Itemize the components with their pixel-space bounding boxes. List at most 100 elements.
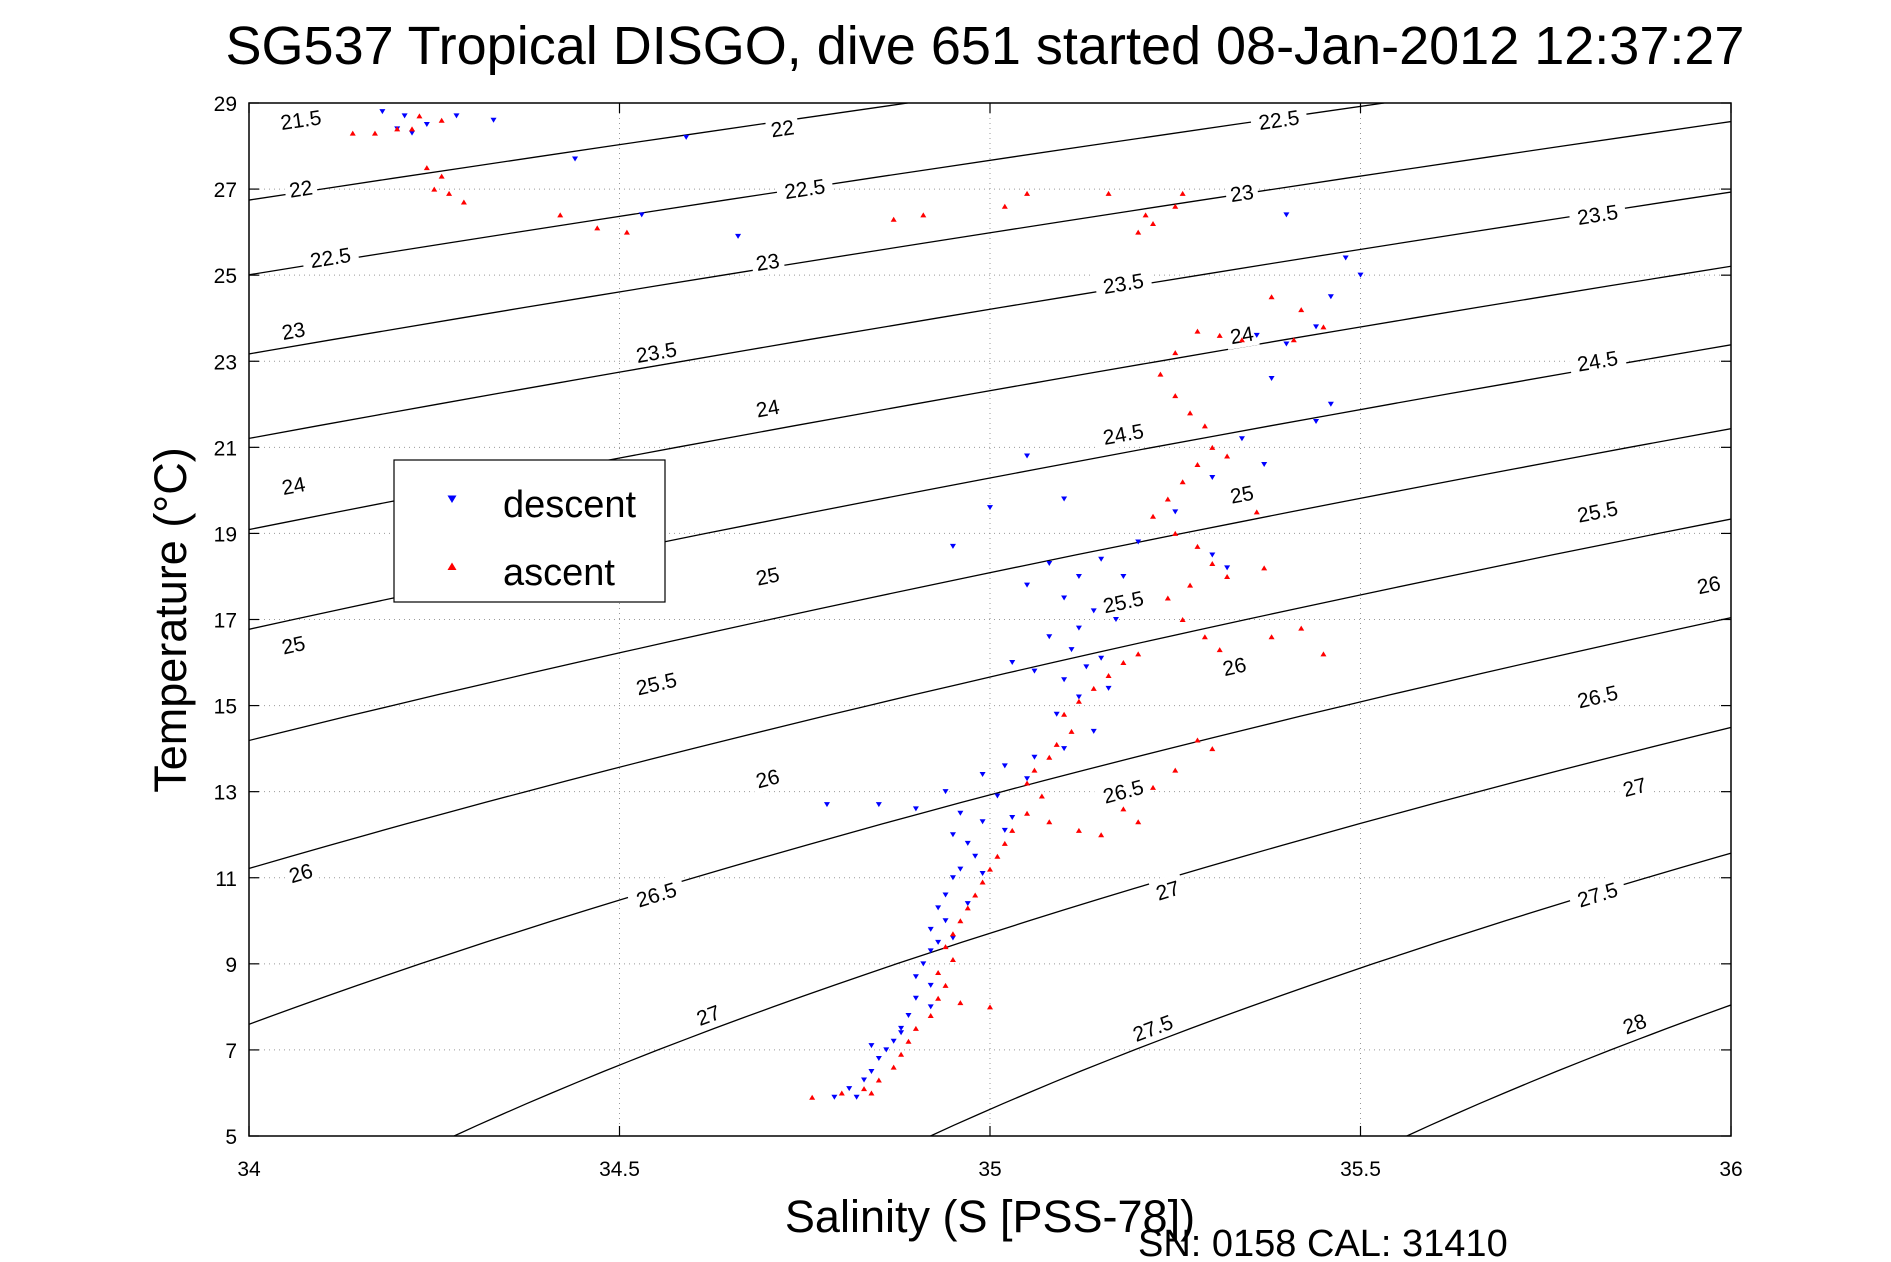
ascent-point [1046,819,1053,825]
ascent-point [1194,462,1201,468]
y-tick-label: 11 [215,868,237,891]
ascent-point [371,130,378,136]
descent-point [1209,474,1216,480]
ascent-point [1194,328,1201,334]
contour-label: 27.5 [1121,1005,1184,1050]
descent-point [1283,212,1290,218]
isopycnal-line [930,852,1731,1136]
contour-label-bg [1567,342,1628,378]
chart-title: SG537 Tropical DISGO, dive 651 started 0… [226,16,1745,76]
contour-label: 26 [281,855,320,890]
descent-point [861,1077,868,1083]
ascent-point [1038,793,1045,799]
isopycnal-line [249,191,1731,440]
ascent-point [409,126,416,132]
descent-point [920,961,927,967]
descent-point [957,810,964,816]
descent-point [1283,341,1290,347]
ascent-point [898,1051,905,1057]
descent-point [823,802,830,808]
contour-label-bg [748,761,787,795]
descent-point [1075,573,1082,579]
descent-point [949,832,956,838]
ascent-point [1187,582,1194,588]
descent-point [853,1094,860,1100]
ascent-point [1209,746,1216,752]
descent-point [1327,294,1334,300]
descent-point [490,117,497,123]
contour-label-text: 25 [280,632,308,660]
ascent-point [1105,672,1112,678]
ascent-point [1046,754,1053,760]
descent-point [1105,685,1112,691]
contour-label-bg [1093,582,1154,620]
contour-label-bg [282,172,319,204]
ascent-point [987,1004,993,1010]
ascent-point [1201,423,1208,429]
contour-label-bg [688,996,728,1033]
ascent-point [1075,698,1082,704]
descent-point [1001,827,1008,833]
contour-label-bg [1121,1005,1184,1050]
descent-point [846,1086,853,1092]
descent-point [423,122,430,128]
descent-point [890,1038,897,1044]
ascent-point [949,931,956,937]
descent-point [979,870,986,876]
descent-point [1009,814,1016,820]
ascent-point [1061,711,1068,717]
ascent-point [838,1090,845,1096]
contour-label-text: 25 [1228,482,1255,509]
ascent-point [957,918,964,924]
descent-point [949,935,956,941]
ascent-point [1024,810,1031,816]
contour-label-bg [1215,649,1253,683]
contour-label-text: 23 [754,250,781,276]
contour-label-bg [1092,771,1154,811]
ascent-point [935,995,942,1001]
descent-point [1024,582,1031,588]
descent-point [1068,647,1075,653]
contour-label-bg [1690,568,1727,601]
contour-label-bg [1566,873,1628,915]
descent-point [942,789,949,795]
contour-label-text: 26 [1695,572,1723,599]
legend-ascent-marker [447,562,457,570]
y-tick-label: 9 [225,954,237,977]
ascent-point [1098,832,1105,838]
ascent-point [1201,634,1208,640]
contour-label-text: 22 [769,116,795,142]
contour-label-bg [625,873,687,915]
descent-point [1053,711,1060,717]
descent-point [453,113,460,119]
descent-point [1009,660,1016,666]
descent-point [1357,272,1364,278]
descent-point [905,1012,912,1018]
contour-label-bg [1223,477,1260,510]
ascent-point [1216,332,1223,338]
descent-point [1061,746,1068,752]
ascent-point [1150,513,1157,519]
contour-label: 25 [749,559,786,592]
contour-label-text: 22 [288,176,315,202]
ascent-point [1120,806,1127,812]
y-tick-label: 15 [214,696,237,719]
isopycnal-line [249,265,1731,531]
ascent-point [920,212,927,218]
descent-point [868,1068,875,1074]
descent-point [927,948,934,954]
ascent-point [875,1077,882,1083]
contour-label-text: 24 [280,473,308,500]
contour-label-bg [275,314,312,346]
contour-label-text: 26 [1221,653,1249,681]
ascent-point [438,173,445,179]
descent-point [1313,324,1320,330]
contour-label-text: 26 [754,765,782,793]
ascent-point [1187,410,1194,416]
ascent-point [890,216,897,222]
descent-point [942,892,949,898]
y-axis-ticks: 5 7 9 11 13 15 17 19 21 23 25 27 29 [214,93,1731,1149]
ascent-point [1150,221,1157,227]
contour-label-bg [1223,318,1260,350]
descent-point [1238,436,1245,442]
